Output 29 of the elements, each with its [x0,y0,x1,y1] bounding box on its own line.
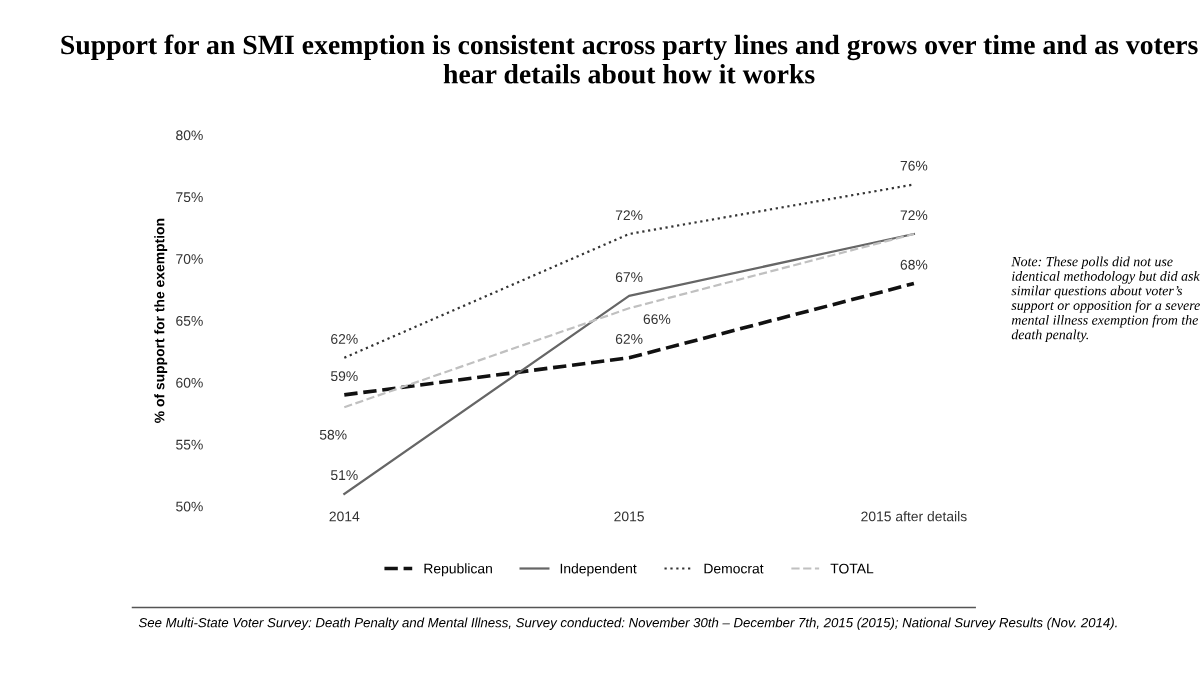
y-tick-label: 70% [176,254,203,264]
legend-label: Independent [560,563,637,577]
annotation: Note: These polls did not use identical methodology but did ask similar questions about voter’s support or opposition for a severe mental illness exemption from the death penalty. [1011,256,1200,343]
data-label: 62% [331,334,358,344]
y-tick-label: 65% [176,315,203,326]
data-label: 72% [900,210,928,221]
x-tick-label: 2014 [329,511,360,522]
y-tick-label: 55% [176,439,203,450]
y-tick-label: 60% [176,377,203,388]
y-tick-label: 80% [176,130,203,141]
data-label: 62% [615,334,643,344]
text: See Multi-State Voter Survey: Death Penalty and Mental Illness, Survey conducted: November 30th – December 7th, 2015 (2015); National Survey Results (Nov. 2014). [138,617,1117,630]
y-tick-label: 75% [176,192,203,203]
data-label: 66% [643,314,671,325]
x-tick-label: 2015 [614,511,644,522]
data-label: 68% [900,259,928,270]
data-label: 58% [319,429,347,440]
x-tick-label: 2015 after details [861,511,967,522]
data-label: 72% [615,210,643,221]
data-label: 59% [330,371,358,382]
legend-label: Republican [424,563,492,577]
legend-label: Democrat [704,563,764,574]
data-label: 51% [330,470,358,481]
legend-label: TOTAL [830,563,874,574]
data-label: 67% [615,272,643,283]
y-tick-label: 50% [176,501,203,512]
y-axis-title: % of support for the exemption [154,218,168,423]
data-label: 76% [900,160,928,171]
chart-title: Support for an SMI exemption is consistent across party lines and grows over time and as voters hear details about how it works [61,34,1198,84]
